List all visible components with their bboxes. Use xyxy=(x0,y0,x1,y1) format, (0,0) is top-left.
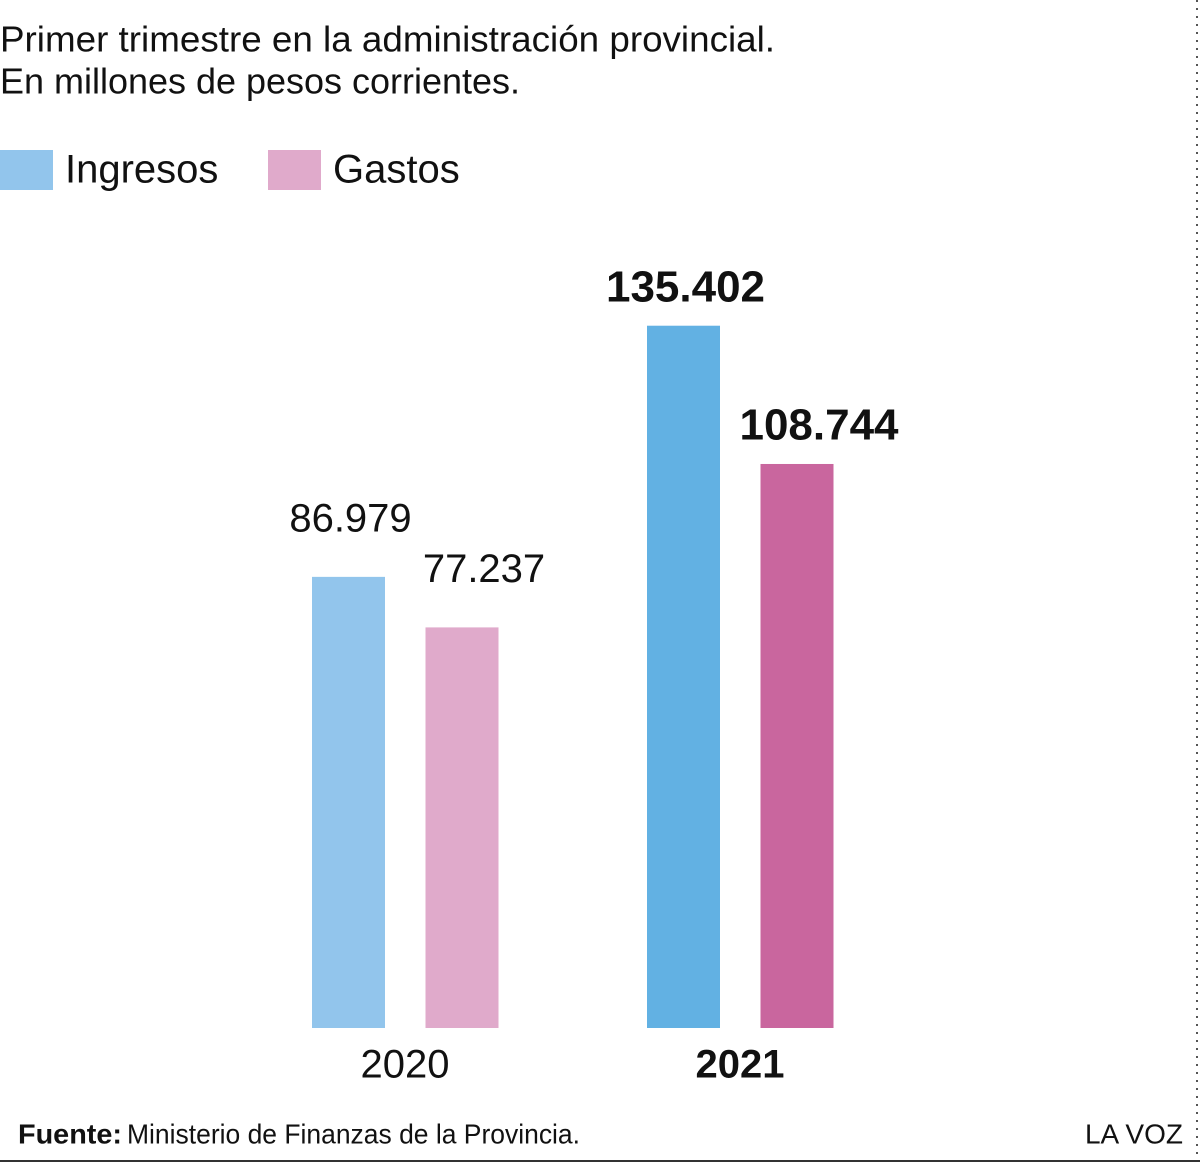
bar xyxy=(647,325,720,1028)
source-text: Ministerio de Finanzas de la Provincia. xyxy=(127,1118,580,1149)
x-tick-label: 2021 xyxy=(696,1043,785,1087)
value-label: 135.402 xyxy=(606,262,765,311)
bar xyxy=(312,576,385,1028)
bar xyxy=(760,463,834,1029)
legend-label: Ingresos xyxy=(65,148,218,192)
source-label: Fuente: xyxy=(18,1118,122,1149)
chart-title: Primer trimestre en la administración pr… xyxy=(0,19,775,60)
legend-swatch xyxy=(268,150,321,190)
credit: LA VOZ xyxy=(1085,1118,1183,1149)
x-tick-label: 2020 xyxy=(361,1043,450,1087)
value-label: 108.744 xyxy=(739,401,899,450)
chart-subtitle: En millones de pesos corrientes. xyxy=(0,61,520,102)
bar xyxy=(425,627,499,1028)
value-label: 77.237 xyxy=(423,547,545,591)
legend-label: Gastos xyxy=(333,148,460,192)
legend-swatch xyxy=(0,150,53,190)
value-label: 86.979 xyxy=(289,496,411,540)
